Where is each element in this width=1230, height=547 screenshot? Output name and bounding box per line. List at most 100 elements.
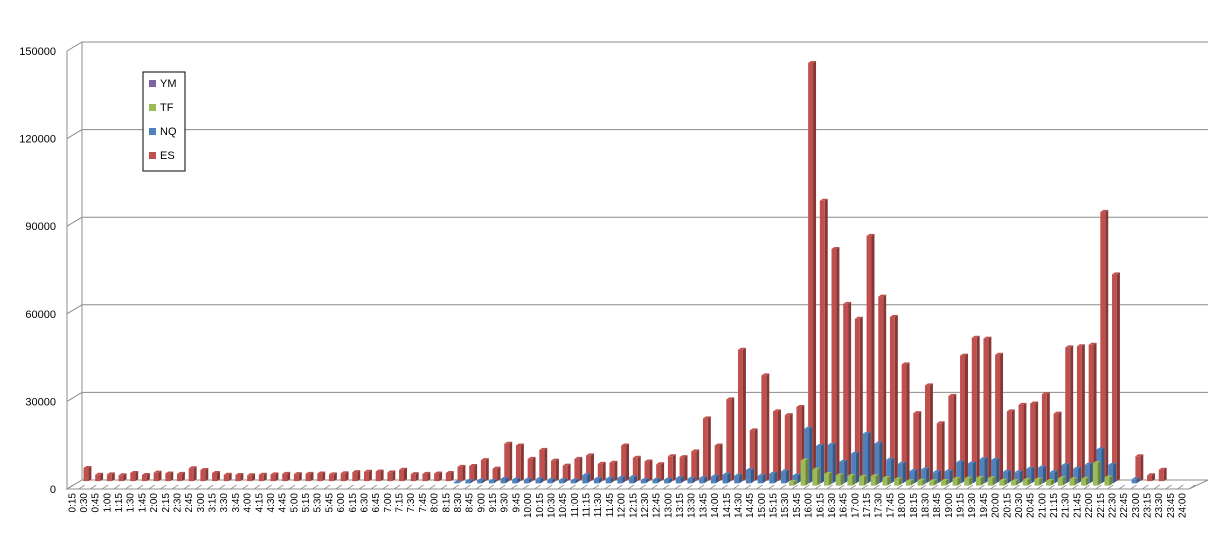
bar-front (328, 474, 334, 482)
x-tick-label: 22:30 (1107, 493, 1118, 518)
bar-side (657, 477, 661, 484)
bar-top (1026, 466, 1035, 469)
legend-label-es: ES (160, 150, 175, 162)
bar-front (188, 468, 194, 482)
bar-top (1069, 477, 1078, 480)
bar-side (598, 476, 602, 484)
bar-front (1158, 469, 1164, 482)
bar-top (722, 472, 731, 475)
bar-front (784, 415, 790, 482)
bar-es (621, 443, 630, 482)
bars (83, 60, 1167, 486)
x-tick-label: 10:00 (523, 493, 534, 518)
x-tick-label: 8:15 (441, 493, 452, 513)
bar-front (792, 475, 798, 484)
bar-side (949, 469, 953, 484)
bar-side (509, 441, 513, 482)
bar-front (551, 460, 556, 482)
bar-side (1116, 272, 1120, 482)
bar-top (1046, 478, 1054, 481)
bar-side (680, 476, 684, 484)
bar-top (909, 469, 918, 472)
floor-tick (966, 484, 974, 490)
bar-es (95, 472, 104, 482)
bar-es (889, 315, 898, 482)
bar-nq (687, 476, 696, 484)
bar-front (453, 482, 459, 484)
bar-side (649, 459, 653, 482)
bar-top (1065, 345, 1074, 348)
bar-top (769, 471, 778, 474)
bar-es (925, 383, 933, 482)
bar-side (891, 457, 895, 484)
bar-top (465, 479, 474, 482)
x-tick-label: 16:00 (804, 493, 815, 518)
x-tick-label: 17:15 (862, 493, 873, 518)
bar-side (739, 473, 743, 484)
bar-top (687, 476, 696, 479)
bar-front (1104, 477, 1110, 486)
floor-tick (522, 484, 530, 490)
floor-tick (545, 484, 553, 490)
bar-side (941, 421, 945, 482)
bar-side (813, 60, 817, 482)
bar-front (909, 471, 915, 484)
bar-top (1038, 465, 1047, 468)
bar-front (734, 475, 740, 484)
bar-nq (1026, 466, 1035, 484)
floor-tick (896, 484, 904, 490)
bar-es (130, 470, 139, 482)
bar-top (165, 471, 174, 474)
x-tick-label: 13:30 (687, 493, 698, 518)
floor-tick (125, 484, 132, 490)
floor-tick (183, 484, 191, 490)
bar-side (988, 336, 992, 482)
bar-top (106, 472, 115, 475)
bar-tf (999, 478, 1008, 486)
bar-top (812, 467, 821, 470)
bar-es (258, 472, 267, 482)
bar-nq (1061, 463, 1070, 484)
bar-front (886, 459, 892, 484)
bar-side (493, 479, 497, 484)
bar-side (1097, 461, 1101, 486)
bar-es (188, 466, 197, 482)
bar-es (165, 471, 174, 482)
bar-side (852, 473, 856, 486)
bar-front (722, 474, 728, 484)
floor-tick (148, 484, 156, 490)
floor-tick (581, 484, 588, 490)
x-tick-label: 3:00 (196, 493, 207, 513)
bar-front (609, 462, 615, 482)
bar-side (906, 362, 910, 482)
bar-side (707, 416, 711, 482)
bar-es (656, 462, 665, 482)
bar-side (322, 471, 326, 482)
bar-front (1026, 468, 1032, 484)
bar-front (317, 473, 323, 482)
bar-es (83, 465, 92, 482)
floor-tick (826, 484, 833, 490)
bar-front (1081, 478, 1087, 486)
floor-tick (1118, 484, 1126, 490)
bar-side (532, 456, 536, 482)
bar-es (328, 472, 337, 482)
floor-tick (849, 484, 857, 490)
bar-es (551, 458, 559, 482)
bar-es (539, 447, 548, 482)
bar-front (652, 479, 658, 484)
bar-nq (745, 467, 754, 484)
bar-side (1066, 463, 1070, 484)
bar-nq (512, 477, 521, 484)
bar-front (702, 418, 708, 482)
x-tick-label: 12:45 (652, 493, 663, 518)
bar-top (987, 476, 996, 479)
bar-es (352, 470, 361, 482)
bar-front (944, 471, 950, 484)
bar-side (754, 428, 758, 482)
bar-side (715, 474, 719, 484)
bar-es (270, 472, 279, 482)
bar-front (399, 469, 404, 482)
bar-front (1006, 411, 1012, 482)
bar-tf (1104, 475, 1113, 486)
